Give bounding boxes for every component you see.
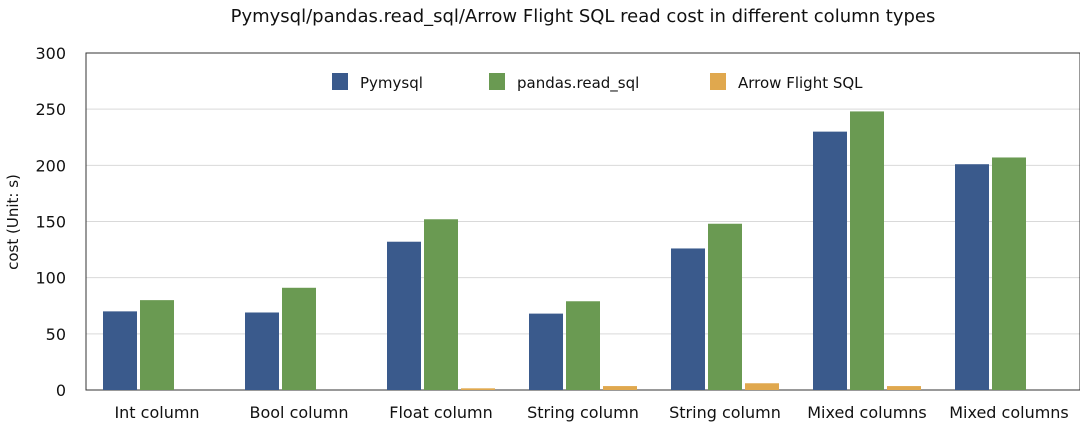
x-tick-label: String column bbox=[527, 403, 639, 422]
bar bbox=[566, 301, 600, 390]
y-tick-label: 250 bbox=[35, 100, 66, 119]
bar bbox=[424, 219, 458, 390]
bar bbox=[813, 131, 847, 390]
bars bbox=[103, 111, 1026, 390]
legend-swatch bbox=[332, 73, 348, 90]
y-tick-label: 150 bbox=[35, 213, 66, 232]
bar bbox=[387, 241, 421, 390]
legend-label: Arrow Flight SQL bbox=[738, 74, 863, 92]
legend-label: pandas.read_sql bbox=[517, 74, 639, 93]
x-tick-label: Bool column bbox=[250, 403, 349, 422]
bar bbox=[282, 287, 316, 390]
x-tick-label: String column bbox=[669, 403, 781, 422]
bar bbox=[671, 248, 705, 390]
y-tick-label: 100 bbox=[35, 269, 66, 288]
bar bbox=[529, 313, 563, 390]
y-axis-ticks: 0 50 100 150 200 250 300 bbox=[35, 44, 66, 400]
chart-title: Pymysql/pandas.read_sql/Arrow Flight SQL… bbox=[231, 6, 936, 27]
y-axis-label: cost (Unit: s) bbox=[4, 174, 22, 270]
bar bbox=[955, 164, 989, 390]
legend: Pymysql pandas.read_sql Arrow Flight SQL bbox=[332, 73, 863, 93]
legend-label: Pymysql bbox=[360, 74, 423, 92]
y-tick-label: 0 bbox=[56, 381, 66, 400]
y-tick-label: 50 bbox=[46, 325, 66, 344]
legend-swatch bbox=[489, 73, 505, 90]
bar bbox=[708, 223, 742, 390]
bar bbox=[992, 157, 1026, 390]
gridlines bbox=[86, 108, 1080, 335]
bar bbox=[140, 300, 174, 390]
x-tick-label: Int column bbox=[114, 403, 199, 422]
bar bbox=[850, 111, 884, 390]
x-tick-label: Mixed columns bbox=[807, 403, 927, 422]
bar bbox=[887, 386, 921, 390]
bar bbox=[103, 311, 137, 390]
bar bbox=[745, 383, 779, 390]
y-tick-label: 200 bbox=[35, 156, 66, 175]
x-tick-label: Float column bbox=[389, 403, 493, 422]
y-tick-label: 300 bbox=[35, 44, 66, 63]
x-tick-label: Mixed columns bbox=[949, 403, 1069, 422]
bar bbox=[603, 386, 637, 390]
bar bbox=[461, 388, 495, 390]
legend-swatch bbox=[710, 73, 726, 90]
bar bbox=[245, 312, 279, 390]
x-axis-ticks: Int column Bool column Float column String … bbox=[114, 403, 1068, 422]
